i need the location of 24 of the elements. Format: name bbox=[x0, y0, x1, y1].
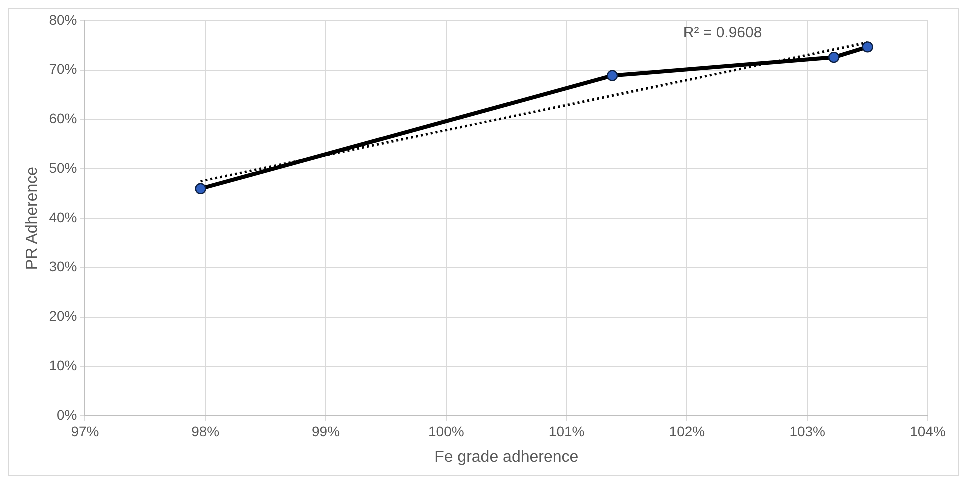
annotation: R² = 0.9608 bbox=[683, 24, 762, 42]
x-tick-label: 101% bbox=[548, 423, 585, 440]
y-tick-label: 40% bbox=[49, 209, 78, 226]
x-tick-label: 104% bbox=[910, 423, 946, 440]
x-tick-label: 100% bbox=[428, 423, 464, 440]
y-tick-label: 50% bbox=[49, 160, 78, 176]
x-tick-label: 99% bbox=[312, 423, 340, 440]
point bbox=[828, 52, 840, 64]
y-tick-label: 30% bbox=[49, 258, 78, 275]
point bbox=[606, 70, 618, 82]
y-tick-label: 70% bbox=[49, 61, 78, 78]
x-tick-label: 103% bbox=[790, 423, 826, 440]
x-axis-title: Fe grade adherence bbox=[434, 448, 579, 466]
y-tick-label: 20% bbox=[49, 308, 78, 324]
point bbox=[862, 42, 874, 53]
x-tick-label: 98% bbox=[192, 423, 220, 440]
x-tick-label: 102% bbox=[669, 423, 706, 440]
y-tick-label: 60% bbox=[49, 110, 78, 127]
x-tick-label: 97% bbox=[71, 423, 100, 440]
point bbox=[195, 183, 206, 194]
y-tick-label: 80% bbox=[49, 12, 78, 28]
y-tick-label: 10% bbox=[49, 357, 78, 374]
y-axis-title: PR Adherence bbox=[24, 166, 42, 270]
y-tick-label: 0% bbox=[56, 406, 78, 423]
